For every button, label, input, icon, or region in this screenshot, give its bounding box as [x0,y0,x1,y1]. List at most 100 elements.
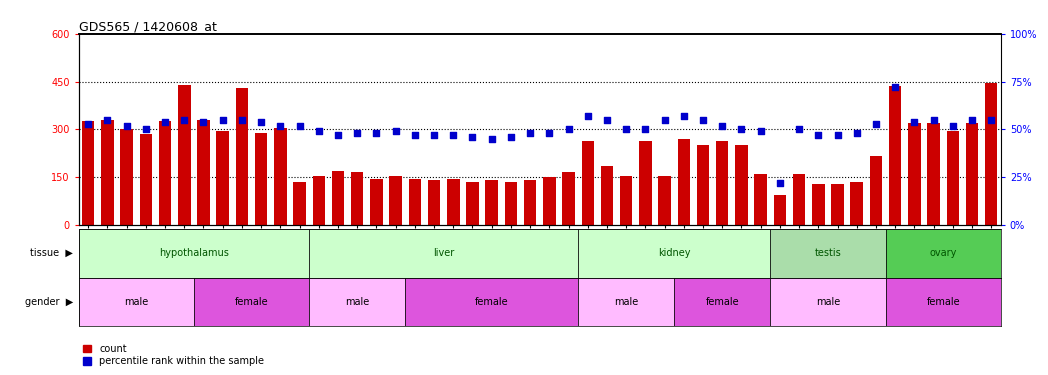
FancyBboxPatch shape [79,278,194,326]
Bar [351,172,364,225]
Point [387,128,403,134]
Text: male: male [124,297,149,307]
FancyBboxPatch shape [309,278,406,326]
Bar [121,129,133,225]
Point [637,126,654,132]
Bar [524,180,537,225]
Bar [312,176,325,225]
Text: kidney: kidney [658,248,691,258]
Point [580,113,596,119]
Point [714,123,730,129]
Bar [217,131,228,225]
Bar [831,184,844,225]
Point [444,132,461,138]
Point [349,130,366,136]
Point [598,117,615,123]
Bar [582,141,594,225]
Text: male: male [815,297,840,307]
Bar [543,177,555,225]
Point [234,117,250,123]
FancyBboxPatch shape [886,278,1001,326]
Bar [793,174,805,225]
Text: hypothalamus: hypothalamus [159,248,228,258]
Bar [505,182,517,225]
Point [695,117,712,123]
Point [790,126,807,132]
FancyBboxPatch shape [674,278,770,326]
FancyBboxPatch shape [79,229,309,278]
Bar [293,182,306,225]
Point [771,180,788,186]
Point [310,128,327,134]
Text: female: female [475,297,508,307]
Bar [563,172,574,225]
Text: female: female [705,297,739,307]
Point [925,117,942,123]
FancyBboxPatch shape [770,278,886,326]
Text: testis: testis [814,248,842,258]
Bar [466,182,479,225]
Point [502,134,519,140]
Point [656,117,673,123]
Point [407,132,423,138]
Point [944,123,961,129]
Bar [966,123,978,225]
Bar [447,179,459,225]
Text: GDS565 / 1420608_at: GDS565 / 1420608_at [79,20,217,33]
Point [214,117,231,123]
FancyBboxPatch shape [770,229,886,278]
Bar [255,133,267,225]
Point [464,134,481,140]
Bar [178,85,191,225]
Point [560,126,576,132]
Bar [736,146,747,225]
Point [425,132,442,138]
Text: tissue  ▶: tissue ▶ [30,248,73,258]
Point [905,119,922,125]
Bar [716,141,728,225]
Text: male: male [614,297,638,307]
Text: ovary: ovary [930,248,957,258]
Point [963,117,980,123]
FancyBboxPatch shape [309,229,578,278]
Point [983,117,1000,123]
Text: male: male [345,297,369,307]
Point [80,121,96,127]
Point [271,123,288,129]
Text: gender  ▶: gender ▶ [25,297,73,307]
Bar [159,122,171,225]
Bar [927,123,940,225]
Point [733,126,749,132]
Point [291,123,308,129]
Text: liver: liver [433,248,454,258]
Bar [946,131,959,225]
Point [868,121,885,127]
Bar [601,166,613,225]
Bar [985,83,998,225]
Bar [409,179,421,225]
Point [541,130,558,136]
Bar [755,174,767,225]
Point [156,119,173,125]
Point [829,132,846,138]
Bar [428,180,440,225]
Point [848,130,865,136]
Bar [82,122,94,225]
Bar [332,171,344,225]
Point [752,128,769,134]
Point [99,117,115,123]
Bar [889,86,901,225]
FancyBboxPatch shape [886,229,1001,278]
Point [176,117,193,123]
Point [483,136,500,142]
FancyBboxPatch shape [406,278,578,326]
Bar [678,139,690,225]
Point [195,119,212,125]
Point [137,126,154,132]
Bar [639,141,652,225]
Bar [620,176,632,225]
Point [810,132,827,138]
Point [617,126,634,132]
Bar [139,134,152,225]
Bar [370,179,383,225]
